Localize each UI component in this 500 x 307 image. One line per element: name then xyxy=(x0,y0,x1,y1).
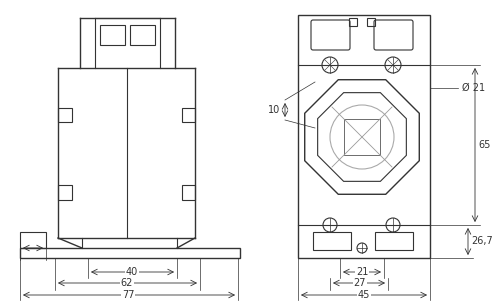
Circle shape xyxy=(323,218,337,232)
Text: Ø 21: Ø 21 xyxy=(462,83,485,93)
Bar xyxy=(313,232,351,250)
Text: 21: 21 xyxy=(356,267,368,277)
Bar xyxy=(182,185,195,200)
Bar xyxy=(349,18,357,26)
Bar xyxy=(298,15,430,258)
Bar xyxy=(58,185,72,200)
Bar xyxy=(20,248,240,258)
Text: 10: 10 xyxy=(268,105,280,115)
Circle shape xyxy=(386,218,400,232)
Text: 77: 77 xyxy=(122,290,134,300)
Text: 62: 62 xyxy=(121,278,133,288)
Polygon shape xyxy=(304,80,420,194)
Bar xyxy=(100,25,125,45)
FancyBboxPatch shape xyxy=(374,20,413,50)
Circle shape xyxy=(385,57,401,73)
Text: 45: 45 xyxy=(358,290,370,300)
Circle shape xyxy=(330,105,394,169)
Bar xyxy=(375,232,413,250)
Bar xyxy=(344,119,380,155)
Text: 27: 27 xyxy=(354,278,366,288)
Text: 26,7: 26,7 xyxy=(471,236,492,246)
Circle shape xyxy=(322,57,338,73)
Text: 40: 40 xyxy=(126,267,138,277)
Bar xyxy=(182,108,195,122)
Bar xyxy=(367,18,375,26)
FancyBboxPatch shape xyxy=(311,20,350,50)
Text: 65: 65 xyxy=(478,140,490,150)
Bar xyxy=(20,232,46,248)
Bar xyxy=(58,108,72,122)
Bar xyxy=(130,25,155,45)
Polygon shape xyxy=(318,93,406,181)
Circle shape xyxy=(357,243,367,253)
